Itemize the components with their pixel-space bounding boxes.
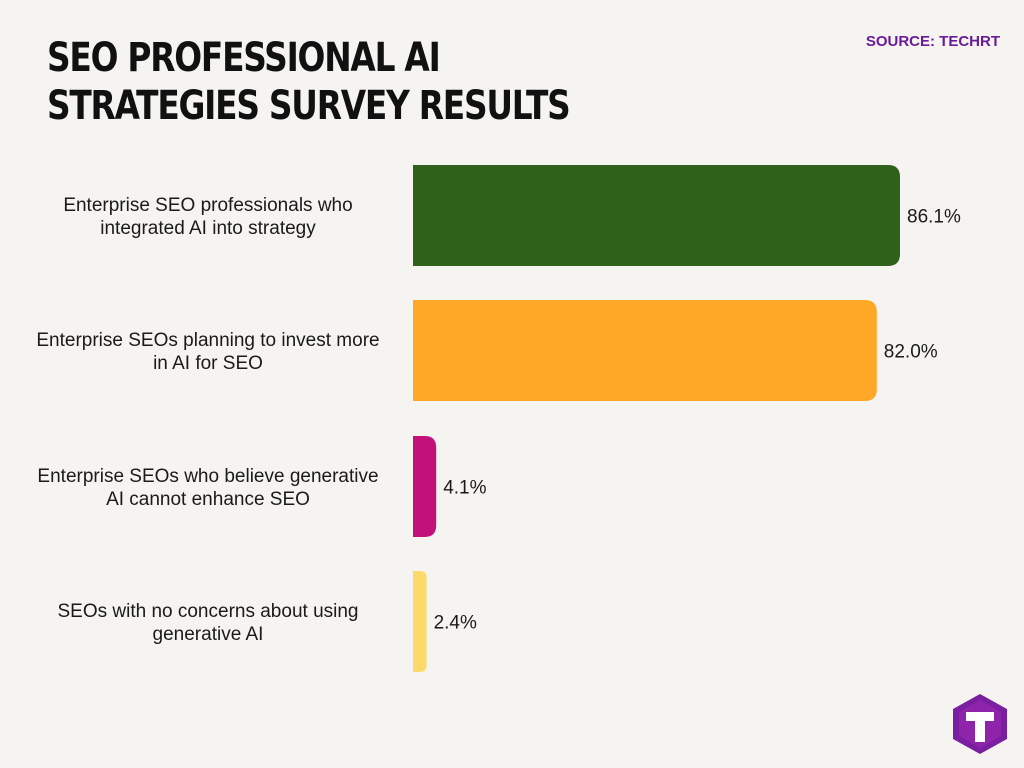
techrt-t-logo-icon <box>953 694 1007 754</box>
category-label: Enterprise SEOs who believe generative AI… <box>37 466 378 510</box>
source-label: SOURCE: TECHRT <box>865 33 1000 50</box>
bar <box>413 165 900 266</box>
bar-value-label: 86.1% <box>907 207 961 228</box>
bar <box>413 571 427 672</box>
category-label: SEOs with no concerns about using generat… <box>57 601 358 645</box>
chart-title: SEO PROFESSIONAL AI STRATEGIES SURVEY RE… <box>47 35 571 129</box>
bar-value-label: 2.4% <box>434 613 477 634</box>
bar <box>413 300 877 401</box>
category-label: Enterprise SEOs planning to invest more i… <box>36 330 379 374</box>
bar <box>413 436 437 537</box>
bar-value-label: 82.0% <box>884 342 938 363</box>
bar-value-label: 4.1% <box>443 478 486 499</box>
category-label: Enterprise SEO professionals who integrat… <box>63 195 352 239</box>
